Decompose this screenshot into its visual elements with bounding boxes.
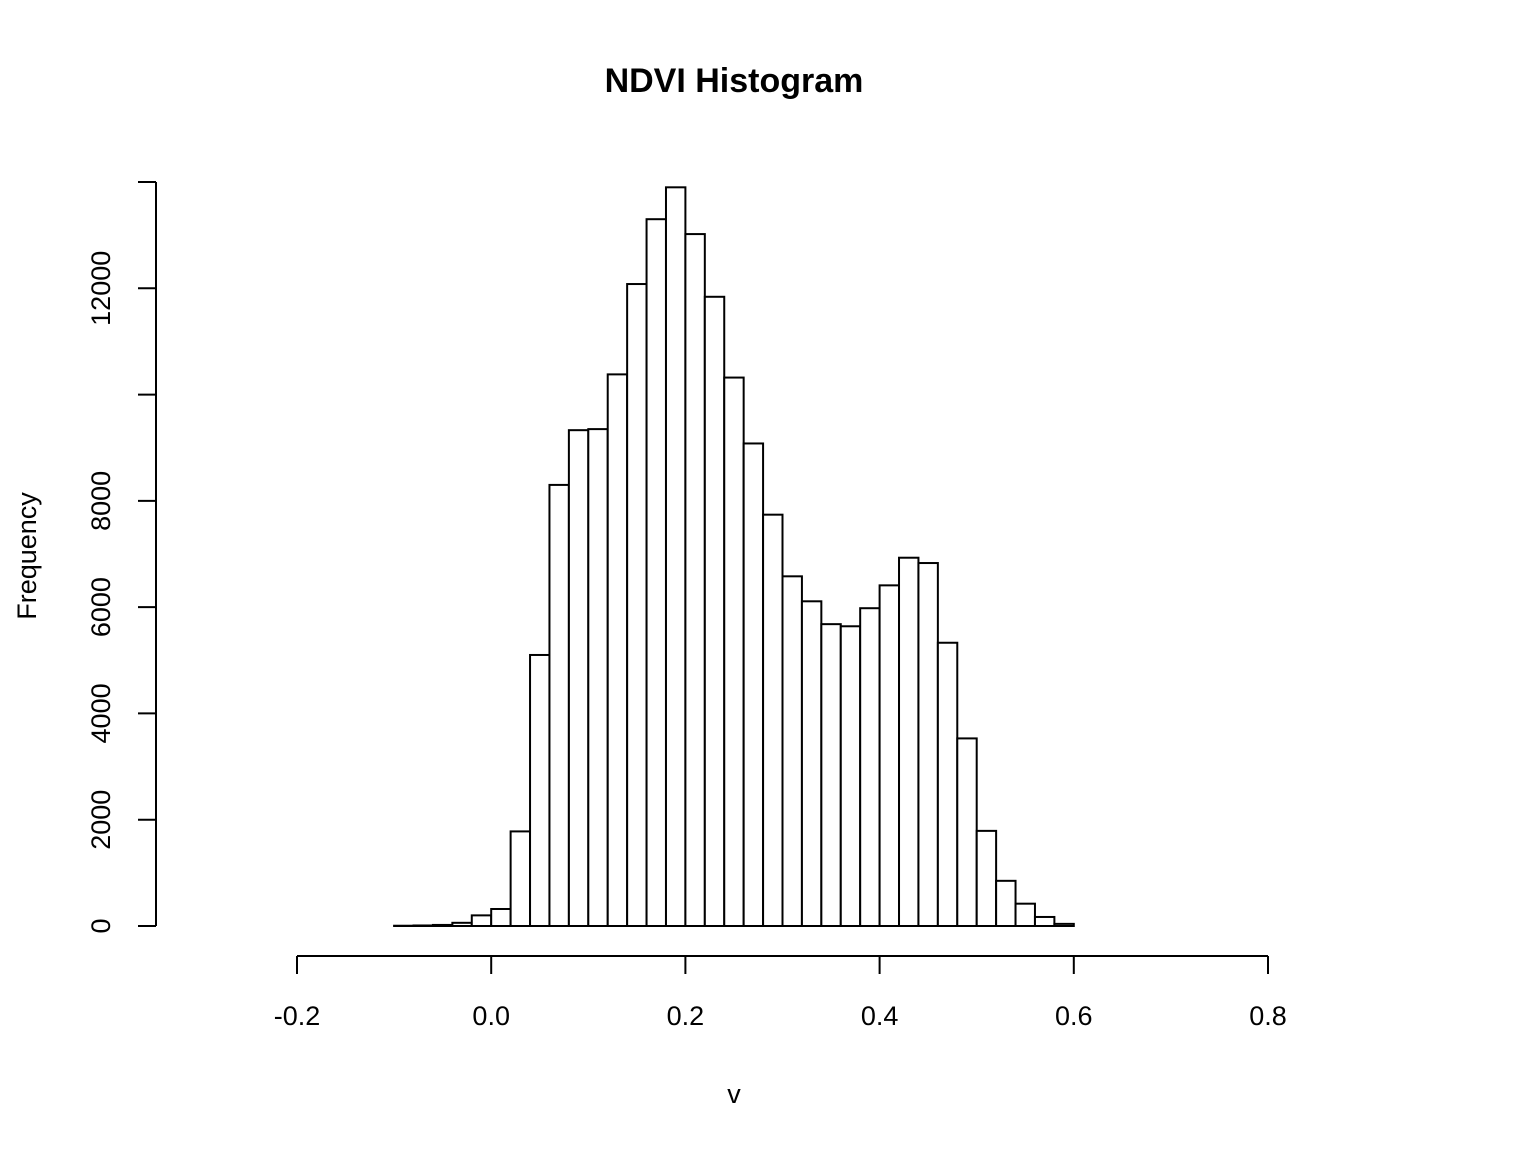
histogram-bar — [664, 186, 687, 928]
histogram-bar — [917, 562, 939, 928]
y-tick-label: 8000 — [86, 471, 116, 531]
chart-title: NDVI Histogram — [605, 62, 864, 100]
histogram-bar — [490, 907, 512, 927]
histogram-bar — [995, 879, 1017, 927]
histogram-bar — [587, 428, 609, 927]
histogram-bar — [1053, 922, 1075, 927]
histogram-bar — [548, 483, 570, 927]
y-tick-label: 4000 — [86, 683, 116, 743]
x-tick-label: 0.0 — [472, 1001, 510, 1031]
y-axis: 0 2000 4000 6000 8000 12000 — [86, 181, 157, 934]
x-axis: -0.2 0.0 0.2 0.4 0.6 0.8 — [274, 955, 1287, 1031]
histogram-bar — [703, 295, 726, 927]
histogram-bar — [567, 429, 590, 927]
histogram-bar — [509, 830, 532, 927]
histogram-bar — [529, 653, 551, 927]
x-tick-label: 0.8 — [1249, 1001, 1287, 1031]
y-axis-label: Frequency — [12, 492, 42, 620]
histogram-bar — [820, 623, 842, 927]
histogram-bar — [859, 607, 881, 927]
histogram-bar — [956, 737, 978, 927]
histogram-bar — [781, 575, 803, 927]
x-tick-label: 0.2 — [667, 1001, 705, 1031]
histogram-bar — [898, 556, 920, 927]
x-axis-label: v — [727, 1079, 741, 1109]
y-tick-label: 0 — [86, 918, 116, 933]
histogram-bar — [606, 373, 629, 927]
y-tick-label: 12000 — [86, 251, 116, 326]
histogram-bar — [800, 600, 823, 927]
histogram-bar — [1033, 915, 1056, 927]
histogram-bar — [645, 218, 667, 927]
histogram-bar — [626, 283, 648, 927]
histogram-bar — [1014, 902, 1036, 927]
y-tick-label: 6000 — [86, 577, 116, 637]
x-tick-label: -0.2 — [274, 1001, 321, 1031]
histogram-bar — [451, 921, 473, 927]
histogram-bar — [975, 829, 998, 927]
x-tick-label: 0.4 — [861, 1001, 899, 1031]
x-tick-label: 0.6 — [1055, 1001, 1093, 1031]
histogram-bar — [762, 513, 784, 927]
histogram-bar — [742, 442, 765, 927]
histogram-bar — [470, 914, 493, 927]
histogram-bar — [936, 641, 959, 928]
y-tick-label: 2000 — [86, 790, 116, 850]
histogram-bar — [723, 376, 745, 927]
histogram-bar — [878, 584, 901, 928]
histogram-bar — [839, 625, 862, 927]
bars-group — [393, 186, 1075, 928]
histogram-bar — [684, 233, 706, 927]
histogram-bar — [431, 923, 454, 927]
histogram-bar — [412, 924, 434, 927]
